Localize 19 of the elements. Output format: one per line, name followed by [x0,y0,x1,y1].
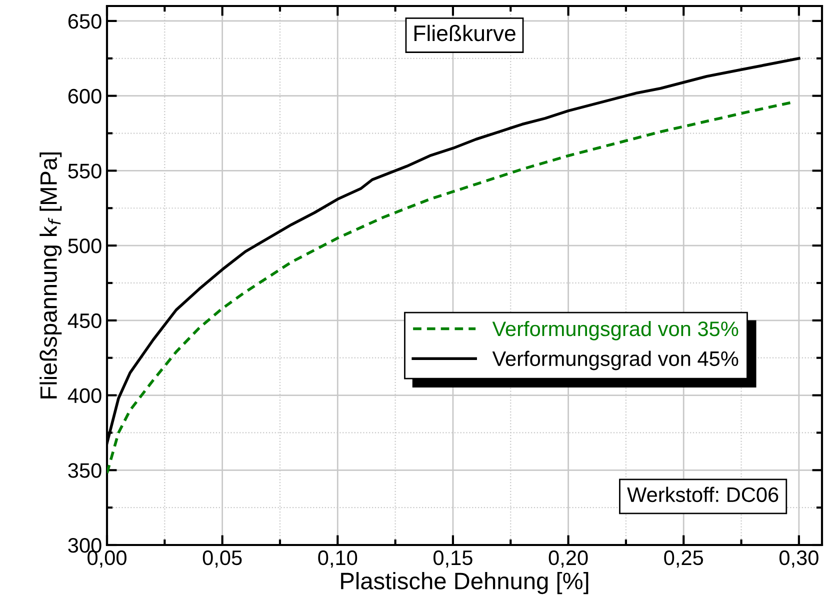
legend-label: Verformungsgrad von 45% [492,350,738,370]
x-axis-title: Plastische Dehnung [%] [341,572,588,594]
annotation: Werkstoff: DC06 [627,486,778,502]
x-tick-label: 0,10 [318,550,358,568]
x-tick-label: 0,25 [664,550,704,568]
x-tick-label: 0,15 [434,550,472,568]
y-axis-title: Fließspannung k$_{f}$ [MPa] [40,152,62,398]
y-tick-label: 450 [68,313,102,328]
y-tick-label: 350 [68,463,102,478]
x-tick-label: 0,20 [548,550,588,568]
x-tick-label: 0,30 [779,550,818,568]
x-tick-label: 0,05 [202,550,242,568]
legend-label: Verformungsgrad von 35% [492,320,738,340]
y-tick-label: 400 [68,388,102,404]
y-tick-label: 500 [68,238,102,254]
y-tick-label: 550 [68,164,102,178]
y-tick-label: 600 [68,88,102,104]
text: Fließkurve [414,24,516,42]
y-tick-label: 650 [68,14,102,29]
